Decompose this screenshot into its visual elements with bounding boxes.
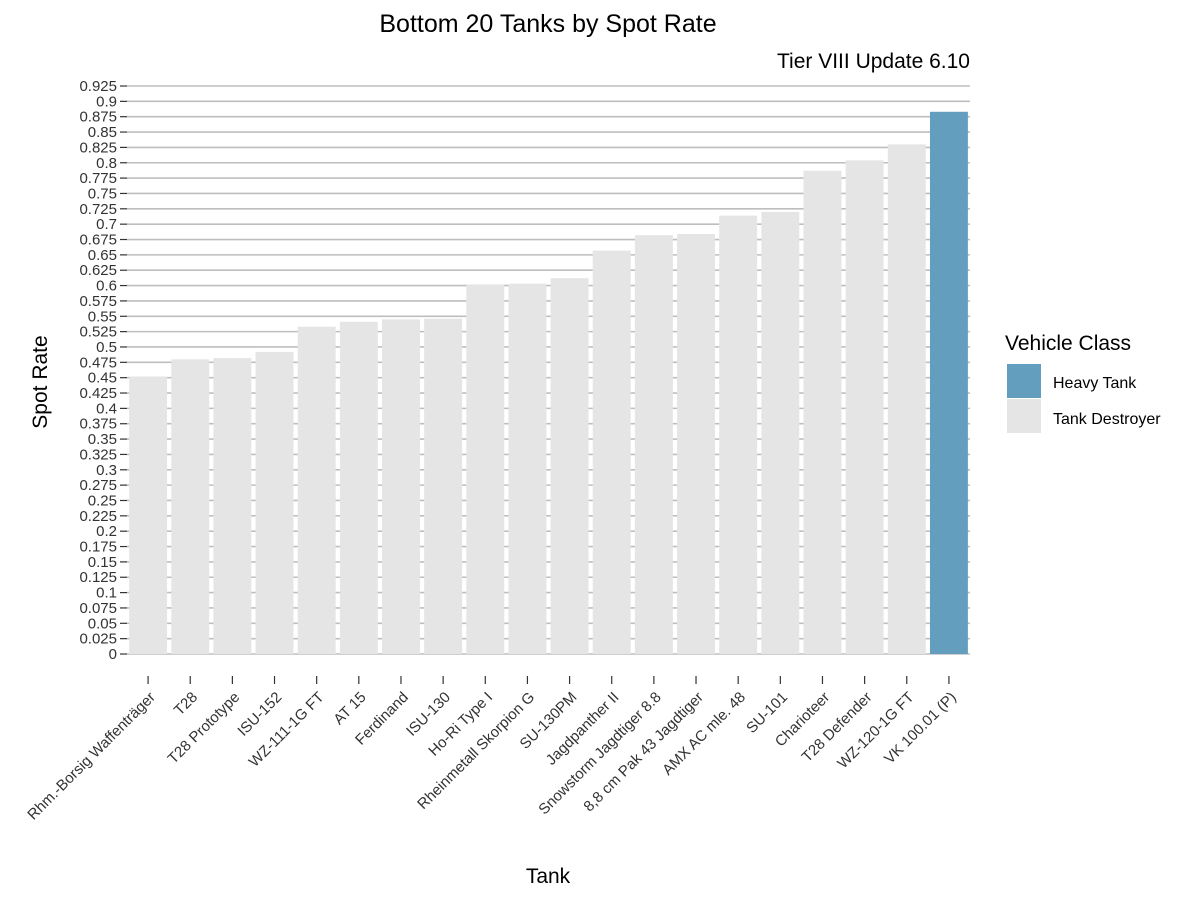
x-axis-title: Tank xyxy=(526,865,571,888)
y-tick-label: 0 xyxy=(109,646,117,663)
y-tick-label: 0.825 xyxy=(79,139,117,156)
y-tick-label: 0.875 xyxy=(79,109,117,126)
y-tick-label: 0.475 xyxy=(79,354,117,371)
y-tick-label: 0.625 xyxy=(79,262,117,279)
y-tick-label: 0.1 xyxy=(96,585,117,602)
y-tick-label: 0.65 xyxy=(88,247,117,264)
y-tick-label: 0.35 xyxy=(88,431,117,448)
y-tick-label: 0.5 xyxy=(96,339,117,356)
y-tick-label: 0.75 xyxy=(88,185,117,202)
y-tick-label: 0.725 xyxy=(79,201,117,218)
legend: Vehicle Class Heavy Tank Tank Destroyer xyxy=(1005,332,1161,433)
bar xyxy=(929,111,968,654)
y-axis-ticks: 00.0250.050.0750.10.1250.150.1750.20.225… xyxy=(79,78,127,663)
y-tick-label: 0.575 xyxy=(79,293,117,310)
y-tick-label: 0.6 xyxy=(96,278,117,295)
bar xyxy=(339,321,378,654)
y-tick-label: 0.15 xyxy=(88,554,117,571)
y-tick-label: 0.925 xyxy=(79,78,117,95)
y-tick-label: 0.375 xyxy=(79,416,117,433)
bar xyxy=(803,170,842,655)
y-tick-label: 0.025 xyxy=(79,631,117,648)
y-tick-label: 0.8 xyxy=(96,155,117,172)
bar xyxy=(213,358,252,654)
y-tick-label: 0.55 xyxy=(88,308,117,325)
y-tick-label: 0.525 xyxy=(79,324,117,341)
y-tick-label: 0.85 xyxy=(88,124,117,141)
bar xyxy=(719,215,758,654)
x-tick-label: WZ-111-1G FT xyxy=(246,689,328,771)
chart-title: Bottom 20 Tanks by Spot Rate xyxy=(379,10,716,38)
bar xyxy=(677,233,715,654)
bar xyxy=(255,351,294,654)
bar xyxy=(592,250,631,655)
bar xyxy=(382,319,420,654)
legend-swatch-tank-destroyer xyxy=(1007,399,1041,433)
y-tick-label: 0.175 xyxy=(79,539,117,556)
y-tick-label: 0.4 xyxy=(96,400,117,417)
y-tick-label: 0.325 xyxy=(79,446,117,463)
chart-subtitle: Tier VIII Update 6.10 xyxy=(777,50,970,73)
y-tick-label: 0.45 xyxy=(88,370,117,387)
y-tick-label: 0.075 xyxy=(79,600,117,617)
bar xyxy=(508,283,547,654)
y-tick-label: 0.25 xyxy=(88,492,117,509)
bar xyxy=(845,160,884,654)
bar xyxy=(761,211,800,654)
y-tick-label: 0.675 xyxy=(79,232,117,249)
y-tick-label: 0.05 xyxy=(88,615,117,632)
y-tick-label: 0.9 xyxy=(96,93,117,110)
gridlines xyxy=(127,85,970,655)
y-tick-label: 0.225 xyxy=(79,508,117,525)
y-tick-label: 0.275 xyxy=(79,477,117,494)
legend-label-heavy-tank: Heavy Tank xyxy=(1053,375,1137,392)
bar xyxy=(171,359,210,654)
y-tick-label: 0.3 xyxy=(96,462,117,479)
bar xyxy=(129,376,168,654)
x-tick-label: Jagdpanther II xyxy=(543,689,623,769)
bar xyxy=(634,235,673,654)
bar xyxy=(297,326,336,654)
legend-label-tank-destroyer: Tank Destroyer xyxy=(1053,411,1161,428)
x-tick-label: AT 15 xyxy=(330,689,369,728)
y-tick-label: 0.125 xyxy=(79,569,117,586)
y-tick-label: 0.775 xyxy=(79,170,117,187)
legend-swatch-heavy-tank xyxy=(1007,364,1041,398)
y-axis-title: Spot Rate xyxy=(29,335,52,428)
bar xyxy=(550,278,589,654)
y-tick-label: 0.7 xyxy=(96,216,117,233)
x-tick-label: Rhm.-Borsig Waffenträger xyxy=(24,689,159,824)
bar xyxy=(887,144,926,654)
y-tick-label: 0.2 xyxy=(96,523,117,540)
y-tick-label: 0.425 xyxy=(79,385,117,402)
bar xyxy=(424,318,463,654)
bar xyxy=(466,284,505,654)
x-tick-label: T28 xyxy=(171,689,201,719)
legend-title: Vehicle Class xyxy=(1005,332,1131,355)
bars xyxy=(129,111,968,655)
